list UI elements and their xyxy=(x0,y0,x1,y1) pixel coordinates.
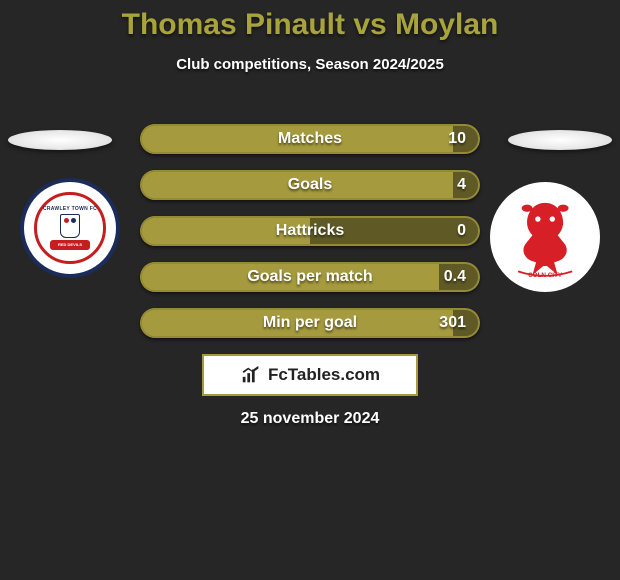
right-team-crest: COLN CITY xyxy=(490,182,600,292)
left-player-shadow-ellipse xyxy=(8,130,112,150)
imp-mascot-icon: COLN CITY xyxy=(500,192,590,282)
brand-text: FcTables.com xyxy=(268,365,380,385)
stat-bar-label: Hattricks xyxy=(276,222,344,240)
bar-chart-icon xyxy=(240,364,262,386)
brand-box: FcTables.com xyxy=(202,354,418,396)
stat-bar: Hattricks 0 xyxy=(140,216,480,246)
stat-bar: Min per goal 301 xyxy=(140,308,480,338)
snapshot-date: 25 november 2024 xyxy=(241,410,380,428)
stat-bar-value: 10 xyxy=(448,130,466,148)
stat-bar-value: 0.4 xyxy=(444,268,466,286)
stat-bar-label: Min per goal xyxy=(263,314,357,332)
left-crest-shield-icon xyxy=(60,214,80,238)
left-team-crest: CRAWLEY TOWN FC RED DEVILS xyxy=(20,178,120,278)
right-player-shadow-ellipse xyxy=(508,130,612,150)
stat-bar-label: Goals xyxy=(288,176,332,194)
svg-text:COLN CITY: COLN CITY xyxy=(528,272,563,279)
stat-bar: Goals per match 0.4 xyxy=(140,262,480,292)
stat-bar-value: 0 xyxy=(457,222,466,240)
stat-bars-container: Matches 10 Goals 4 Hattricks 0 Goals per match… xyxy=(140,124,480,354)
left-crest-banner-text: RED DEVILS xyxy=(50,240,89,250)
comparison-title: Thomas Pinault vs Moylan xyxy=(0,0,620,42)
stat-bar-label: Goals per match xyxy=(247,268,372,286)
comparison-subtitle: Club competitions, Season 2024/2025 xyxy=(0,56,620,73)
stat-bar-label: Matches xyxy=(278,130,342,148)
stat-bar-value: 301 xyxy=(439,314,466,332)
stat-bar: Matches 10 xyxy=(140,124,480,154)
left-crest-top-text: CRAWLEY TOWN FC xyxy=(43,206,97,212)
stat-bar: Goals 4 xyxy=(140,170,480,200)
stat-bar-value: 4 xyxy=(457,176,466,194)
